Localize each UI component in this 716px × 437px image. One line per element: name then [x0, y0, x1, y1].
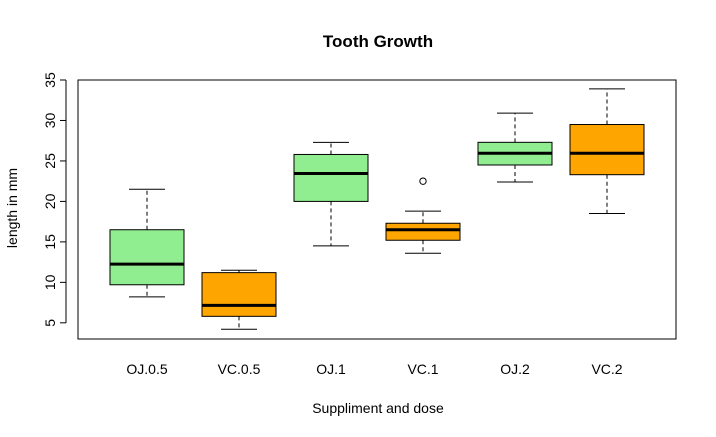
x-tick-label: OJ.1 [316, 361, 346, 377]
y-tick-label: 25 [42, 153, 58, 169]
box-body [293, 153, 369, 202]
plot-area: 5 10 15 20 25 30 35 OJ.0.5 VC.0.5 OJ.1 VC.1 OJ.2 VC.… [42, 72, 677, 377]
y-tick-label: 30 [42, 112, 58, 128]
x-axis-title: Suppliment and dose [312, 400, 444, 416]
y-tick-label: 15 [42, 234, 58, 250]
chart-title: Tooth Growth [323, 32, 433, 51]
x-tick-label: VC.0.5 [218, 361, 261, 377]
box-body [385, 222, 461, 241]
box-body [109, 229, 185, 286]
y-axis-title: length in mm [4, 168, 20, 248]
x-tick-label: VC.2 [591, 361, 622, 377]
box-OJ.0.5 [109, 188, 185, 298]
box-body [201, 272, 277, 317]
y-tick-label: 35 [42, 72, 58, 88]
box-VC.0.5 [201, 269, 277, 330]
plot-frame [77, 79, 677, 340]
box-VC.2 [569, 88, 645, 215]
y-tick-label: 5 [42, 319, 58, 327]
box-body [569, 124, 645, 176]
x-tick-label: OJ.2 [500, 361, 530, 377]
y-tick-label: 10 [42, 274, 58, 290]
box-OJ.1 [293, 141, 369, 247]
x-tick-label: OJ.0.5 [126, 361, 167, 377]
y-tick-label: 20 [42, 193, 58, 209]
box-VC.1 [385, 177, 461, 254]
x-tick-label: VC.1 [407, 361, 438, 377]
outlier-point [419, 177, 427, 185]
box-OJ.2 [477, 112, 553, 183]
